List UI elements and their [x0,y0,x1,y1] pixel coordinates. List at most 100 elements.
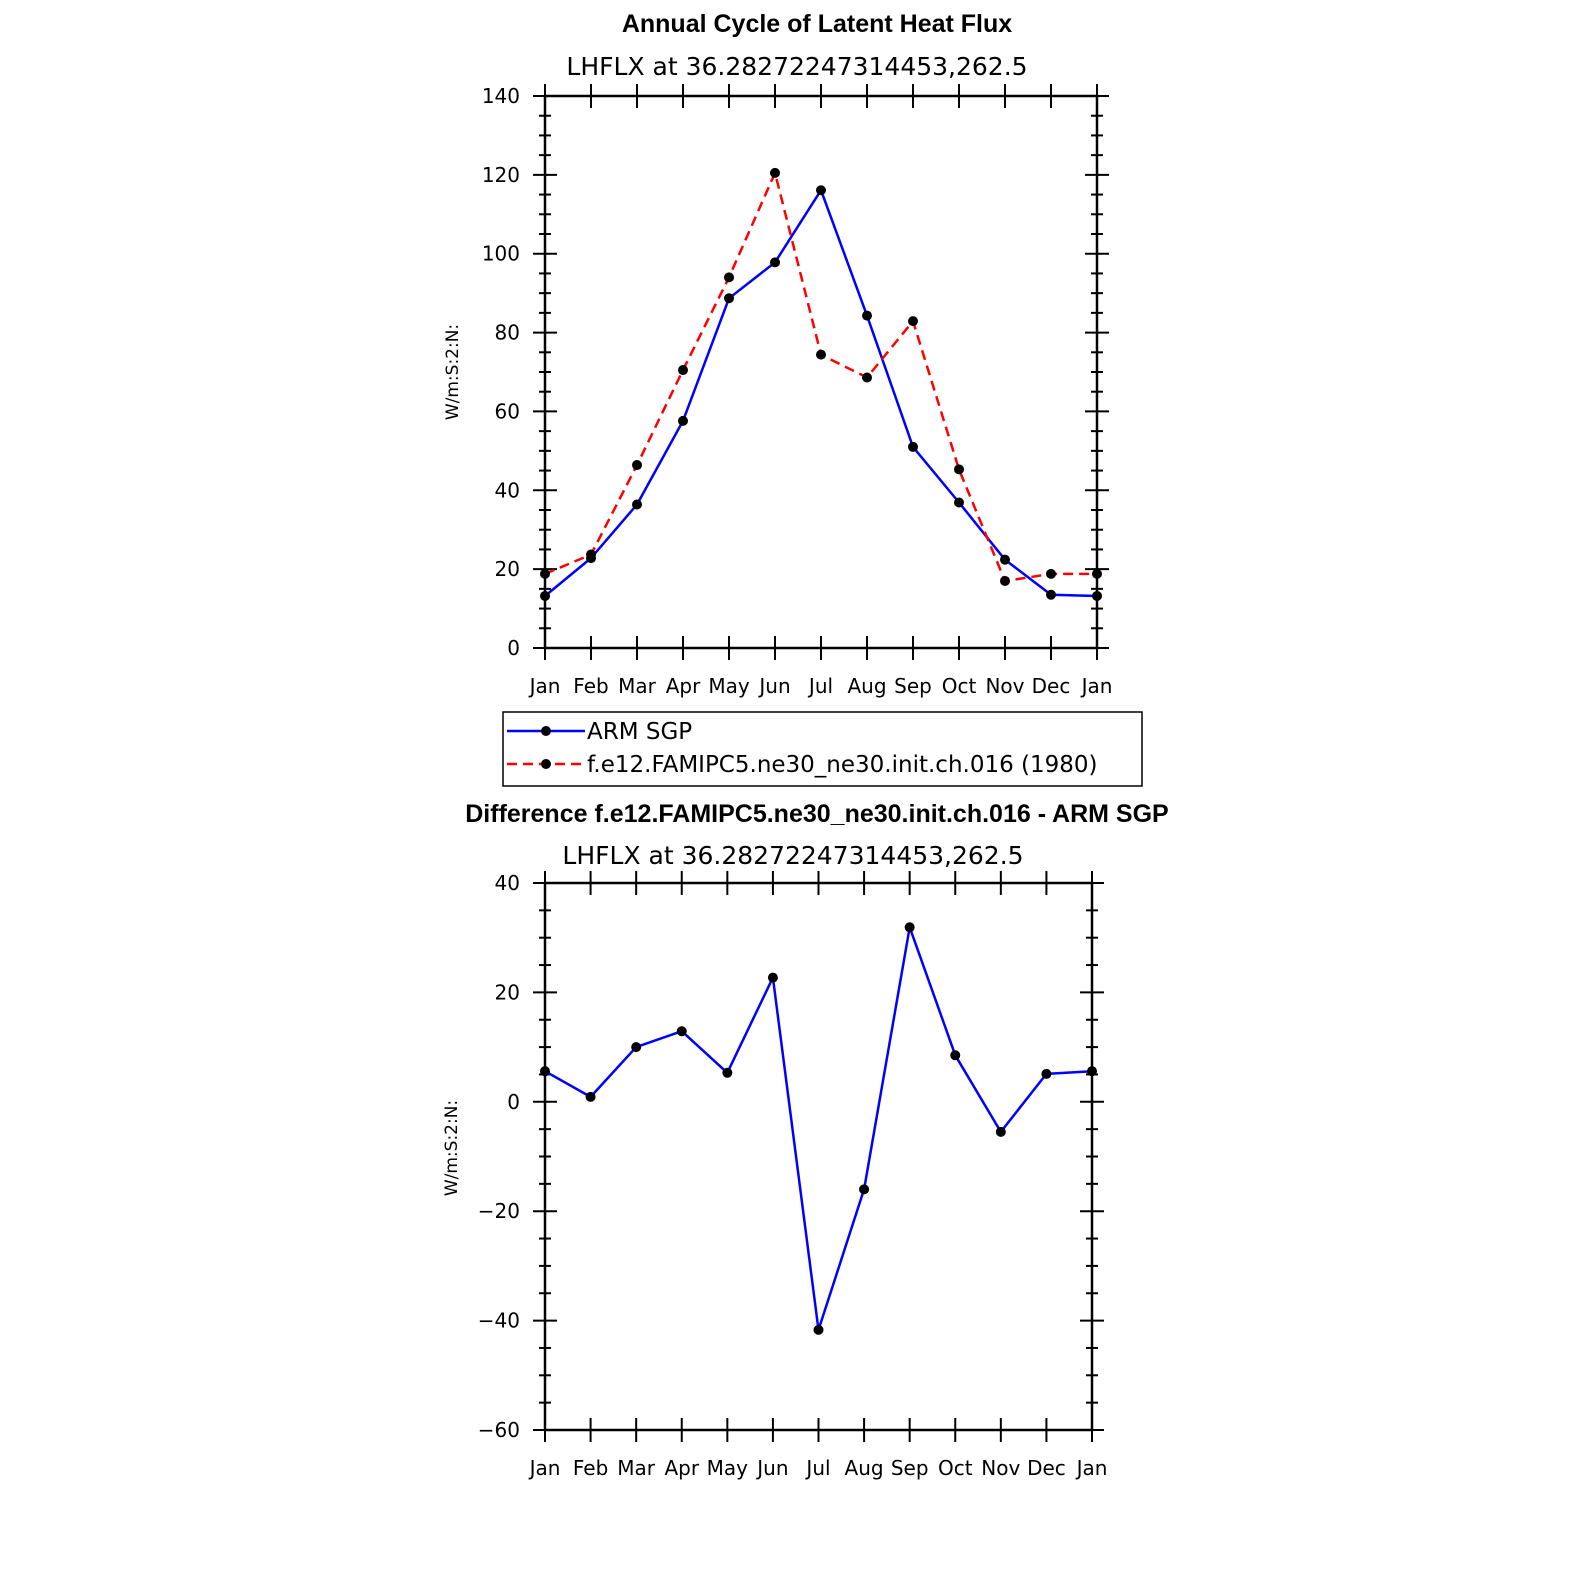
x-tick-label: Nov [985,674,1024,698]
data-point-0 [862,310,872,321]
data-point-0 [585,1091,596,1102]
data-point-0 [722,1067,733,1078]
series-line-0 [544,926,1093,1332]
data-point-1 [1000,575,1010,586]
data-point-1 [908,316,918,327]
data-point-0 [540,1066,550,1077]
data-point-0 [631,1042,642,1053]
axes-frame [543,881,1094,1432]
y-tick-label: −20 [478,1199,520,1223]
y-tick-label: 140 [482,84,520,108]
y-tick-label: −60 [478,1418,520,1442]
x-tick-label: Jul [807,674,833,698]
data-point-1 [816,349,826,360]
y-tick-label: 0 [507,1090,520,1114]
data-point-1 [586,549,596,560]
data-point-1 [632,460,642,471]
x-tick-label: May [707,1456,749,1480]
legend-swatch-marker [541,726,551,736]
legend: ARM SGP f.e12.FAMIPC5.ne30_ne30.init.ch.… [502,711,1143,787]
x-tick-label: Jan [528,674,561,698]
data-point-0 [908,441,918,452]
series-line-0 [544,188,1098,598]
x-tick-label: Oct [938,1456,973,1480]
x-tick-label: Feb [573,1456,608,1480]
legend-swatch-marker [541,759,551,769]
y-tick-label: 20 [495,557,520,581]
data-point-0 [767,972,778,983]
data-point-0 [1000,554,1010,565]
data-point-1 [1046,568,1056,579]
x-tick-label: Jun [755,1456,788,1480]
x-tick-label: Sep [894,674,932,698]
x-tick-label: May [708,674,750,698]
data-point-0 [1041,1068,1052,1079]
data-point-1 [1092,568,1102,579]
x-tick-label: Oct [942,674,977,698]
series-line-1 [544,171,1097,583]
tick-marks [533,84,1109,660]
x-tick-label: Dec [1032,674,1071,698]
y-axis-label: W/m:S:2:N: [442,1100,462,1196]
x-tick-label: Jan [1075,1456,1108,1480]
data-point-0 [676,1026,687,1037]
annual-cycle-chart: Annual Cycle of Latent Heat Flux LHFLX a… [443,10,1112,698]
x-tick-labels: Jan Feb Mar Apr May Jun Jul Aug Sep Oct Nov Dec Jan [528,674,1113,698]
y-tick-labels: 0 20 40 60 80 100 120 140 [482,84,520,660]
x-tick-label: Aug [847,674,886,698]
legend-entry-model: f.e12.FAMIPC5.ne30_ne30.init.ch.016 (198… [507,752,1098,778]
legend-label: ARM SGP [587,719,692,745]
data-point-0 [724,293,734,304]
x-tick-label: Mar [617,1456,656,1480]
tick-marks [533,871,1104,1442]
y-tick-label: 80 [495,321,520,345]
y-tick-label: 0 [507,636,520,660]
x-tick-label: Dec [1027,1456,1066,1480]
data-point-0 [954,497,964,508]
chart-subtitle: LHFLX at 36.28272247314453,262.5 [562,841,1023,870]
data-point-0 [859,1184,870,1195]
chart-subtitle: LHFLX at 36.28272247314453,262.5 [566,52,1027,81]
data-point-0 [950,1050,961,1061]
legend-entry-arm-sgp: ARM SGP [507,719,692,745]
data-point-0 [816,185,826,196]
data-point-0 [1087,1066,1097,1077]
data-point-0 [1046,589,1056,600]
legend-label: f.e12.FAMIPC5.ne30_ne30.init.ch.016 (198… [587,752,1098,778]
y-tick-label: 120 [482,163,520,187]
data-point-1 [724,272,734,283]
y-tick-labels: −60 −40 −20 0 20 40 [478,871,520,1442]
x-tick-label: Jan [1080,674,1113,698]
y-tick-label: 40 [495,478,520,502]
data-point-1 [954,464,964,475]
y-tick-label: 60 [495,399,520,423]
x-tick-label: Jan [528,1456,561,1480]
y-tick-label: −40 [478,1309,520,1333]
data-point-1 [678,365,688,376]
data-point-0 [770,257,780,268]
chart-title: Annual Cycle of Latent Heat Flux [622,10,1012,38]
x-tick-label: Apr [664,1456,699,1480]
data-point-0 [813,1324,824,1335]
x-tick-label: Apr [666,674,701,698]
data-point-0 [678,415,688,426]
x-tick-label: Jun [757,674,790,698]
data-point-0 [1092,590,1102,601]
y-axis-label: W/m:S:2:N: [443,324,463,420]
y-tick-label: 20 [495,980,520,1004]
x-tick-label: Aug [845,1456,884,1480]
x-tick-labels: Jan Feb Mar Apr May Jun Jul Aug Sep Oct Nov Dec Jan [528,1456,1108,1480]
x-tick-label: Mar [618,674,657,698]
x-tick-label: Feb [573,674,608,698]
legend-box [502,711,1143,787]
x-tick-label: Nov [981,1456,1020,1480]
chart-title: Difference f.e12.FAMIPC5.ne30_ne30.init.… [465,800,1168,828]
plot-frame [543,881,1094,1432]
difference-chart: Difference f.e12.FAMIPC5.ne30_ne30.init.… [442,800,1169,1480]
series-group [540,167,1102,601]
data-point-1 [862,372,872,383]
y-tick-label: 40 [495,871,520,895]
x-tick-label: Sep [891,1456,929,1480]
series-group [540,922,1097,1335]
